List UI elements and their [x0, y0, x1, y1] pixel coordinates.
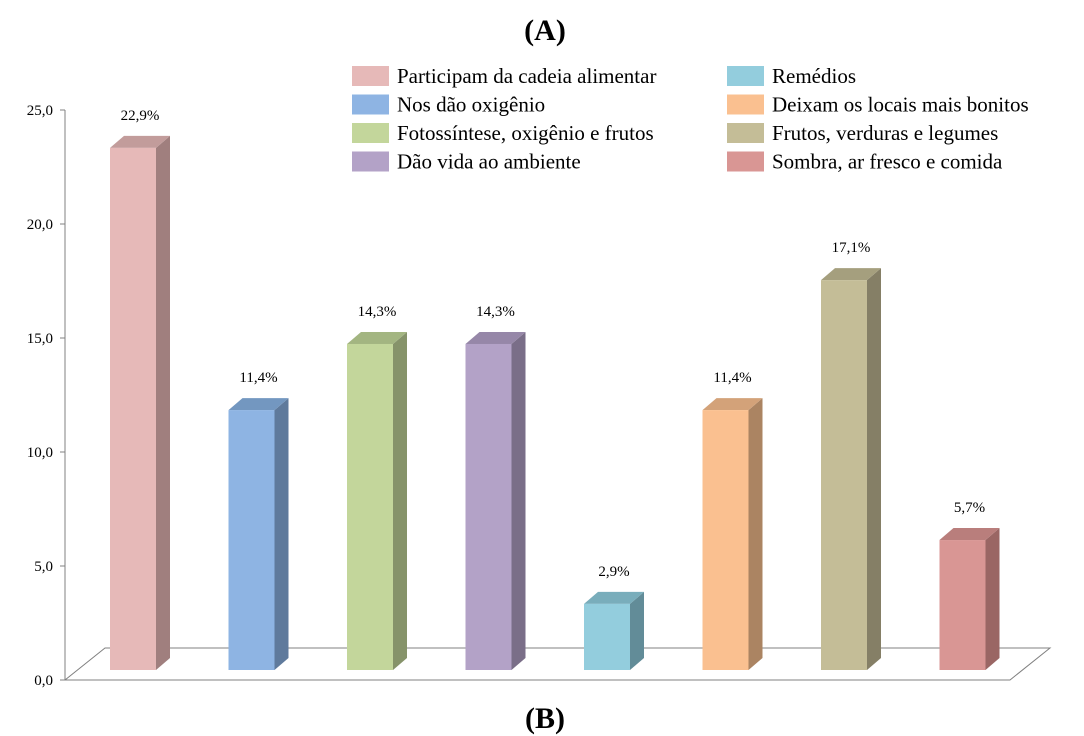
y-axis: 0,0 5,0 10,0 15,0 20,0 25,0 — [27, 103, 66, 689]
bar-front — [821, 280, 867, 670]
legend: Participam da cadeia alimentar Nos dão ox… — [352, 64, 1029, 174]
y-tick-label: 25,0 — [27, 103, 53, 119]
bar: 17,1% — [821, 240, 881, 670]
bar-side — [985, 528, 1000, 670]
bar-side — [393, 331, 407, 670]
y-tick-label: 10,0 — [27, 445, 53, 461]
legend-item: Dão vida ao ambiente — [352, 150, 581, 174]
legend-item: Frutos, verduras e legumes — [727, 121, 998, 145]
bar-top — [821, 268, 881, 281]
bar: 14,3% — [465, 304, 526, 670]
bar-top — [347, 331, 407, 344]
bars: 22,9% 11,4% 14,3% 14,3% 2,9% 11,4% 17,1% 5,7% — [110, 108, 1000, 670]
y-tick-label: 15,0 — [27, 331, 53, 347]
bar: 5,7% — [939, 500, 1000, 670]
legend-swatch — [727, 151, 764, 172]
bar-front — [702, 410, 749, 670]
bar-data-label: 22,9% — [121, 108, 160, 124]
legend-label: Participam da cadeia alimentar — [397, 64, 656, 88]
bar: 11,4% — [702, 370, 763, 670]
legend-swatch — [727, 94, 764, 115]
bar-side — [511, 331, 526, 670]
legend-label: Nos dão oxigênio — [397, 93, 545, 117]
bar-side — [274, 398, 289, 670]
bar-top — [939, 528, 1000, 541]
bar: 22,9% — [110, 108, 170, 670]
y-tick-label: 20,0 — [27, 217, 53, 233]
bar-data-label: 14,3% — [476, 304, 515, 320]
bar-data-label: 11,4% — [713, 370, 751, 386]
legend-swatch — [352, 123, 389, 143]
bar-front — [465, 343, 512, 670]
bar-side — [156, 135, 170, 670]
bar-front — [228, 410, 275, 670]
bar-top — [702, 398, 763, 411]
legend-label: Fotossíntese, oxigênio e frutos — [397, 121, 654, 145]
legend-swatch — [352, 94, 389, 115]
legend-item: Sombra, ar fresco e comida — [727, 150, 1003, 174]
legend-swatch — [352, 151, 389, 172]
legend-item: Fotossíntese, oxigênio e frutos — [352, 121, 654, 145]
bar-data-label: 11,4% — [239, 370, 277, 386]
bar-top — [228, 398, 289, 411]
panel-label-bottom: (B) — [525, 702, 565, 735]
bar-data-label: 5,7% — [954, 500, 985, 516]
bar-top — [110, 135, 170, 148]
bar-top — [584, 591, 644, 604]
bar-side — [748, 398, 763, 670]
bar-data-label: 17,1% — [832, 240, 871, 256]
legend-swatch — [352, 66, 389, 86]
legend-item: Participam da cadeia alimentar — [352, 64, 656, 88]
y-tick-label: 5,0 — [34, 559, 53, 575]
legend-label: Remédios — [772, 64, 856, 88]
bar: 2,9% — [584, 564, 644, 670]
bar-data-label: 14,3% — [358, 304, 397, 320]
bar-front — [584, 603, 630, 670]
panel-label-top: (A) — [524, 14, 566, 47]
chart-floor — [63, 647, 1052, 681]
legend-item: Deixam os locais mais bonitos — [727, 93, 1029, 117]
legend-label: Sombra, ar fresco e comida — [772, 150, 1003, 174]
bar-side — [630, 591, 644, 670]
legend-swatch — [727, 123, 764, 143]
legend-label: Frutos, verduras e legumes — [772, 121, 998, 145]
y-tick-label: 0,0 — [34, 673, 53, 689]
bar-data-label: 2,9% — [598, 564, 629, 580]
legend-label: Dão vida ao ambiente — [397, 150, 581, 174]
floor-plane — [63, 647, 1052, 681]
legend-swatch — [727, 66, 764, 86]
legend-item: Remédios — [727, 64, 856, 88]
bar: 14,3% — [347, 304, 407, 670]
bar-top — [465, 331, 526, 344]
bar-side — [867, 268, 881, 670]
legend-label: Deixam os locais mais bonitos — [772, 93, 1029, 117]
bar-front — [110, 147, 156, 670]
bar-front — [347, 343, 393, 670]
bar-front — [939, 540, 986, 670]
legend-item: Nos dão oxigênio — [352, 93, 545, 117]
bar: 11,4% — [228, 370, 289, 670]
